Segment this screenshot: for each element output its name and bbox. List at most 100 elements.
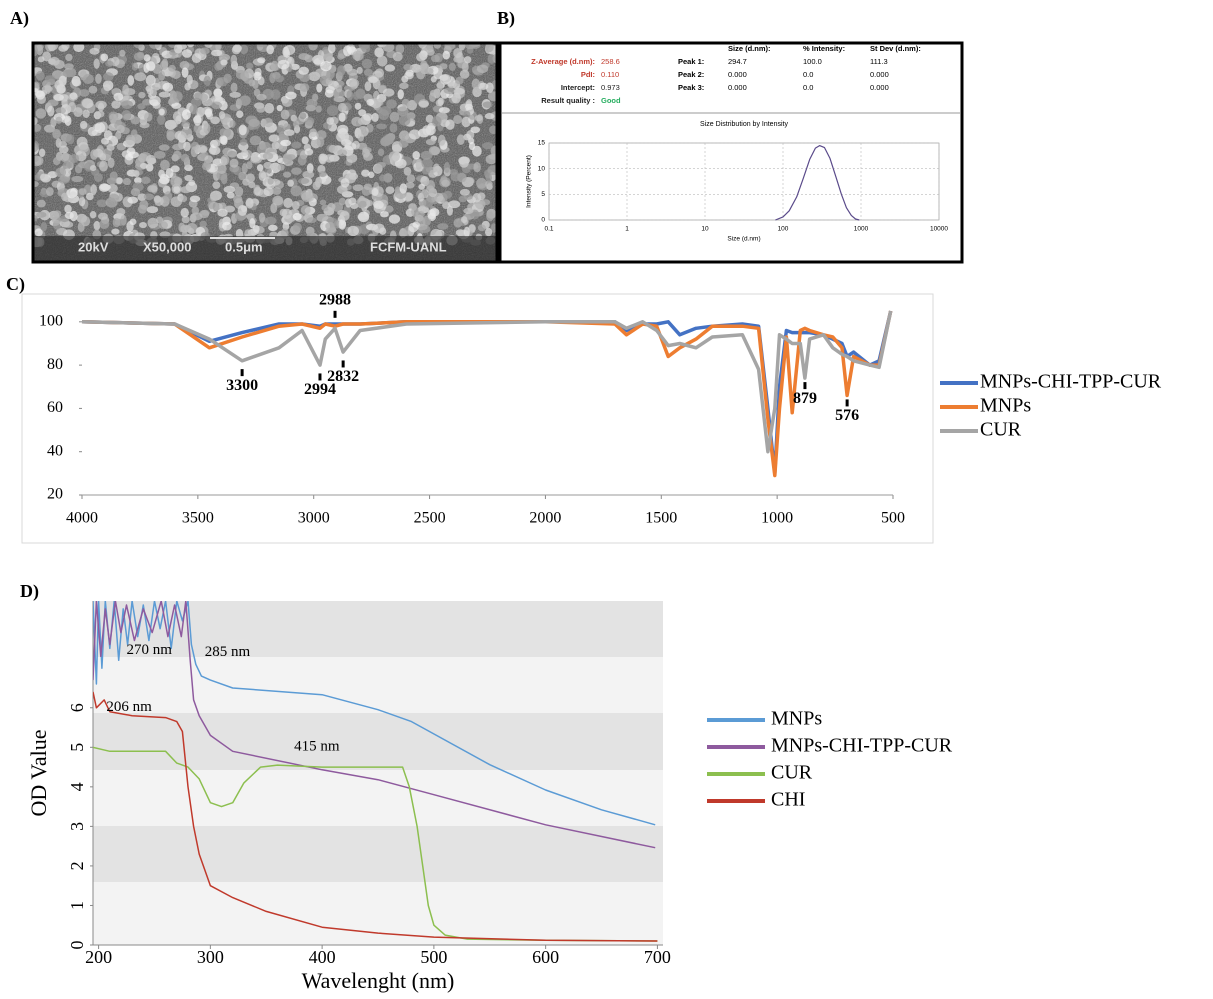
particle <box>283 172 291 178</box>
particle <box>250 135 261 145</box>
particle <box>398 89 404 99</box>
peak-value: 0.000 <box>870 70 889 79</box>
particle <box>127 147 136 155</box>
particle <box>159 108 165 115</box>
particle <box>373 201 384 209</box>
particle <box>306 217 316 223</box>
particle <box>319 171 326 177</box>
y-tick-label: 20 <box>47 486 63 503</box>
particle <box>291 142 301 149</box>
particle <box>109 113 117 123</box>
peak-value: 0.0 <box>803 70 813 79</box>
particle <box>121 110 131 121</box>
particle <box>203 123 210 134</box>
particle <box>134 52 145 61</box>
sem-label: X50,000 <box>143 239 191 254</box>
y-tick-label: 4 <box>67 782 87 791</box>
x-tick-label: 0.1 <box>544 226 553 233</box>
particle <box>426 139 436 145</box>
particle <box>182 67 189 78</box>
particle <box>337 149 347 156</box>
particle <box>249 218 255 228</box>
particle <box>486 82 494 93</box>
x-tick-label: 1500 <box>645 510 677 527</box>
x-tick-label: 500 <box>881 510 905 527</box>
particle <box>192 53 202 63</box>
particle <box>416 69 425 79</box>
particle <box>83 110 90 118</box>
particle <box>63 221 73 228</box>
particle <box>66 134 74 144</box>
y-axis-label: Intensity (Percent) <box>526 155 533 208</box>
particle <box>139 122 149 128</box>
particle <box>301 192 312 202</box>
particle <box>453 115 462 124</box>
particle <box>478 192 486 200</box>
uv-background <box>93 601 663 945</box>
particle <box>305 117 315 126</box>
particle <box>173 151 182 160</box>
particle <box>272 196 283 206</box>
particle <box>280 140 291 146</box>
particle <box>80 121 87 129</box>
particle <box>461 216 467 223</box>
particle <box>46 187 54 196</box>
y-tick-label: 15 <box>538 140 546 147</box>
particle <box>438 98 444 106</box>
particle <box>133 170 139 177</box>
particle <box>419 225 430 233</box>
particle <box>281 110 290 120</box>
particle <box>38 56 45 62</box>
particle <box>113 93 123 101</box>
x-axis-label: Wavelenght (nm) <box>302 968 455 993</box>
particle <box>340 132 349 141</box>
particle <box>116 208 125 216</box>
particle <box>53 157 60 165</box>
particle <box>230 159 239 168</box>
particle <box>278 164 285 171</box>
particle <box>154 196 164 206</box>
particle <box>298 155 307 166</box>
particle <box>75 164 82 173</box>
particle <box>277 105 283 111</box>
x-tick-label: 1 <box>625 226 629 233</box>
y-tick-label: 6 <box>67 703 87 712</box>
particle <box>377 56 388 67</box>
particle <box>82 98 93 108</box>
particle <box>302 171 314 179</box>
particle <box>449 63 456 71</box>
particle <box>488 54 496 64</box>
particle <box>339 198 346 206</box>
particle <box>464 227 470 238</box>
particle <box>127 75 134 86</box>
particle <box>113 218 121 227</box>
particle <box>337 54 344 60</box>
particle <box>483 101 493 108</box>
particle <box>138 92 145 99</box>
particle <box>268 225 278 231</box>
particle <box>231 55 238 65</box>
peak-value: 0.000 <box>728 70 747 79</box>
particle <box>73 107 82 117</box>
particle <box>283 198 293 208</box>
particle <box>448 200 460 208</box>
particle <box>359 201 367 208</box>
particle <box>210 193 218 202</box>
particle <box>36 108 47 118</box>
particle <box>191 212 203 220</box>
particle <box>386 99 397 108</box>
particle <box>191 98 202 107</box>
particle <box>187 75 193 85</box>
particle <box>246 63 253 70</box>
particle <box>52 129 61 139</box>
particle <box>89 48 99 55</box>
particle <box>390 112 400 122</box>
sem-label: 20kV <box>78 239 109 254</box>
y-tick-label: 80 <box>47 356 63 373</box>
peak-header: % Intensity: <box>803 44 845 53</box>
y-tick-label: 0 <box>541 217 545 224</box>
chart-title: Size Distribution by Intensity <box>700 121 788 128</box>
particle <box>320 200 327 206</box>
particle <box>298 67 309 75</box>
particle <box>385 64 395 71</box>
